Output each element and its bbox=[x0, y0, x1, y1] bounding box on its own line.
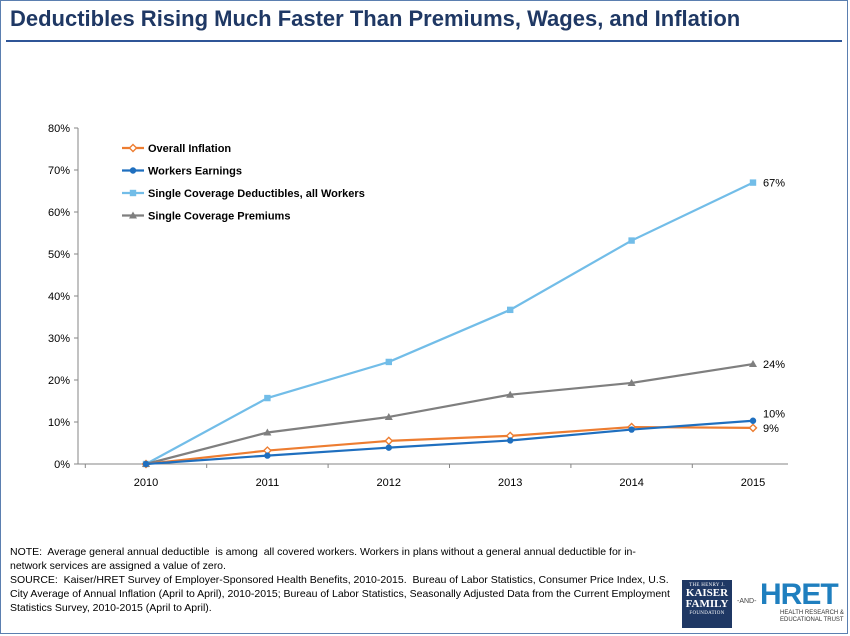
data-label: 9% bbox=[763, 423, 779, 435]
x-tick-label: 2011 bbox=[256, 477, 280, 489]
data-point bbox=[749, 179, 757, 186]
x-tick-label: 2012 bbox=[377, 477, 401, 489]
y-tick-label: 60% bbox=[48, 207, 70, 219]
data-point bbox=[142, 460, 150, 468]
data-label: 10% bbox=[763, 409, 785, 421]
y-tick-label: 30% bbox=[48, 333, 70, 345]
y-tick-label: 20% bbox=[48, 375, 70, 387]
kff-logo-line3: FAMILY bbox=[685, 598, 729, 610]
kff-logo-line2: KAISER bbox=[685, 587, 729, 599]
logo-and-text: -AND- bbox=[737, 598, 757, 605]
data-point bbox=[264, 452, 271, 459]
y-tick-label: 70% bbox=[48, 165, 70, 177]
data-point bbox=[628, 237, 635, 244]
hret-logo-word: HRET bbox=[760, 578, 839, 611]
data-point bbox=[748, 423, 758, 433]
data-point bbox=[264, 394, 271, 402]
data-label: 67% bbox=[763, 178, 785, 190]
x-tick-label: 2010 bbox=[134, 477, 158, 489]
y-tick-label: 0% bbox=[54, 459, 70, 471]
note-text: NOTE: Average general annual deductible … bbox=[10, 546, 636, 572]
y-tick-label: 80% bbox=[48, 123, 70, 135]
y-tick-label: 50% bbox=[48, 249, 70, 261]
legend-marker bbox=[129, 211, 137, 219]
legend-marker bbox=[129, 189, 137, 197]
legend-marker bbox=[128, 143, 138, 153]
kaiser-family-foundation-logo: THE HENRY J. KAISER FAMILY FOUNDATION bbox=[682, 580, 732, 628]
x-tick-label: 2013 bbox=[498, 477, 522, 489]
kff-logo-line4: FOUNDATION bbox=[689, 611, 725, 616]
legend-label: Single Coverage Deductibles, all Workers bbox=[148, 188, 365, 200]
legend-label: Single Coverage Premiums bbox=[148, 211, 290, 223]
series-line bbox=[145, 181, 754, 465]
data-point bbox=[385, 358, 392, 366]
data-point bbox=[507, 437, 514, 444]
data-point bbox=[749, 417, 757, 424]
data-point bbox=[385, 444, 392, 451]
data-point bbox=[627, 378, 636, 386]
hret-logo-line1: HEALTH RESEARCH & bbox=[780, 610, 844, 616]
data-point bbox=[749, 360, 757, 368]
title-underline bbox=[6, 40, 842, 42]
data-label: 24% bbox=[763, 359, 785, 371]
series-line bbox=[145, 362, 754, 466]
data-point bbox=[263, 428, 272, 436]
x-tick-label: 2014 bbox=[619, 477, 643, 489]
hret-logo: HRET HEALTH RESEARCH & EDUCATIONAL TRUST bbox=[760, 580, 844, 624]
y-tick-label: 10% bbox=[48, 417, 70, 429]
data-point bbox=[384, 412, 393, 420]
series-line bbox=[145, 419, 754, 466]
x-tick-label: 2015 bbox=[741, 477, 765, 489]
hret-logo-line2: EDUCATIONAL TRUST bbox=[780, 617, 844, 623]
data-point bbox=[507, 306, 514, 314]
notes-block: NOTE: Average general annual deductible … bbox=[10, 545, 670, 615]
line-chart: 0% 10% 20% 30% 40% 50% 60% 70% 80% 2010 2011 2012 20… bbox=[48, 123, 788, 489]
source-text: SOURCE: Kaiser/HRET Survey of Employer-S… bbox=[10, 574, 673, 614]
kff-logo-line1: THE HENRY J. bbox=[689, 583, 725, 588]
chart-title: Deductibles Rising Much Faster Than Prem… bbox=[10, 6, 741, 31]
data-point bbox=[628, 426, 635, 433]
legend-label: Overall Inflation bbox=[148, 143, 231, 155]
data-point bbox=[384, 436, 394, 446]
y-tick-label: 40% bbox=[48, 291, 70, 303]
legend-label: Workers Earnings bbox=[148, 166, 242, 178]
legend-marker bbox=[129, 167, 137, 174]
data-point bbox=[506, 390, 515, 398]
